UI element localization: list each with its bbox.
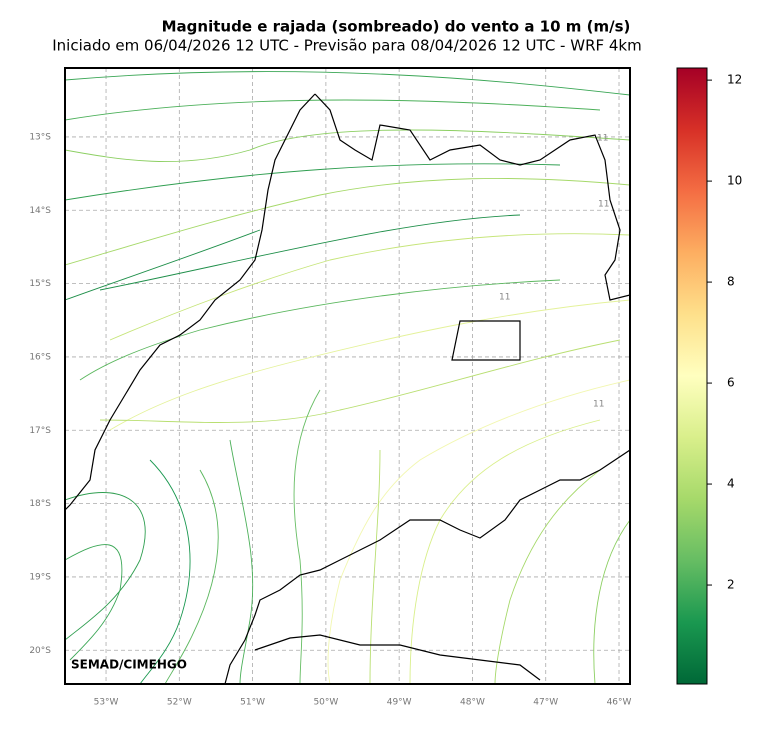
lat-tick-label: 15°S <box>29 279 51 289</box>
lon-tick-label: 47°W <box>533 698 558 708</box>
lat-tick-label: 19°S <box>29 572 51 582</box>
contour-labels: 11 11 11 11 <box>499 134 609 410</box>
lat-tick-label: 16°S <box>29 352 51 362</box>
colorbar-tick-label: 8 <box>727 275 735 289</box>
subtitle: Iniciado em 06/04/2026 12 UTC - Previsão… <box>52 37 641 55</box>
lat-tick-label: 13°S <box>29 132 51 142</box>
lon-tick-label: 51°W <box>240 698 265 708</box>
colorbar-tick-label: 10 <box>727 174 742 188</box>
contour-label: 11 <box>598 200 609 210</box>
colorbar <box>676 67 708 685</box>
contour-label: 11 <box>499 293 510 303</box>
colorbar-tick-label: 4 <box>727 477 735 491</box>
lat-tick-label: 17°S <box>29 426 51 436</box>
lon-tick-label: 46°W <box>607 698 632 708</box>
lon-tick-label: 49°W <box>387 698 412 708</box>
colorbar-tick-label: 12 <box>727 73 742 87</box>
map-frame <box>64 67 631 685</box>
lon-tick-label: 50°W <box>313 698 338 708</box>
lat-tick-label: 20°S <box>29 646 51 656</box>
title: Magnitude e rajada (sombreado) do vento … <box>162 18 631 36</box>
credit: SEMAD/CIMEHGO <box>71 658 187 672</box>
streamlines <box>65 71 630 684</box>
colorbar-tick-label: 2 <box>727 578 735 592</box>
state-border <box>65 93 630 684</box>
lon-tick-label: 52°W <box>167 698 192 708</box>
lon-tick-label: 48°W <box>460 698 485 708</box>
contour-label: 11 <box>593 400 604 410</box>
lon-tick-label: 53°W <box>94 698 119 708</box>
lat-tick-label: 18°S <box>29 499 51 509</box>
colorbar-tick-label: 6 <box>727 376 735 390</box>
lat-tick-label: 14°S <box>29 206 51 216</box>
contour-label: 11 <box>597 134 608 144</box>
